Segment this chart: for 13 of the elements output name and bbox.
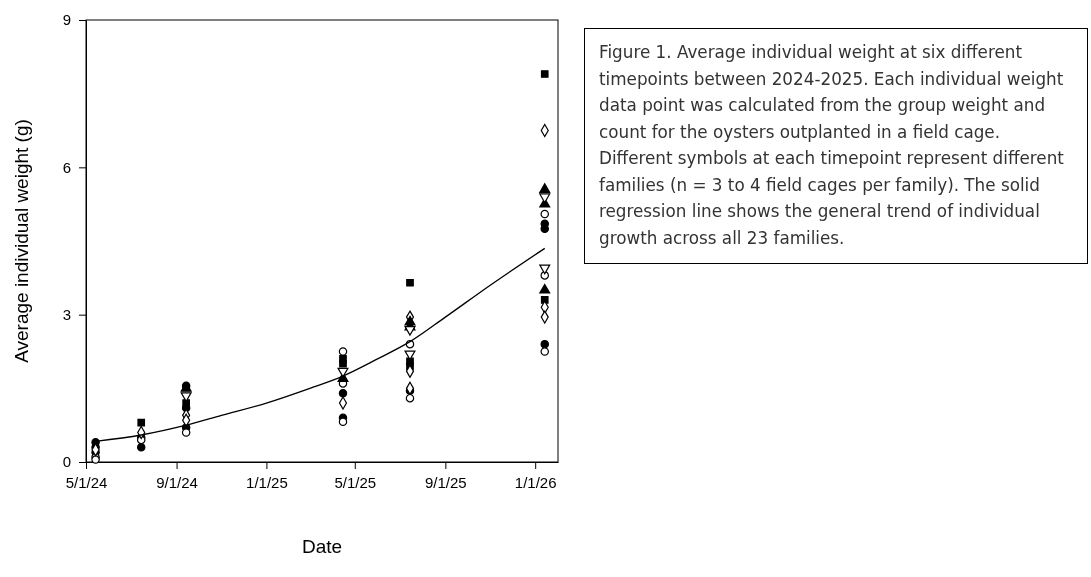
x-tick-label: 1/1/26	[514, 473, 557, 491]
y-tick-label: 3	[62, 305, 71, 323]
y-tick-label: 6	[62, 158, 71, 176]
y-tick-label: 0	[62, 453, 71, 471]
x-tick-label: 5/1/25	[334, 473, 377, 491]
caption: Figure 1. Average individual weight at six different timepoints between 2024-2025. Each individual weight data point was calculated from the group weight and count for the oysters outplanted in a field cage. Different symbols at each timepoint represent different families (n = 3 to 4 field cages per family). The solid regression line shows the general trend of individual growth across all 23 families.	[599, 41, 1065, 250]
x-tick-label: 9/1/25	[424, 473, 467, 491]
x-tick-label: 5/1/24	[65, 473, 108, 491]
x-axis-title: Date	[301, 536, 343, 557]
x-tick-label: 9/1/24	[156, 473, 198, 491]
y-tick-label: 9	[62, 11, 71, 29]
x-tick-label: 1/1/25	[246, 473, 288, 491]
y-axis-title: Average individual weight (g)	[11, 119, 32, 363]
